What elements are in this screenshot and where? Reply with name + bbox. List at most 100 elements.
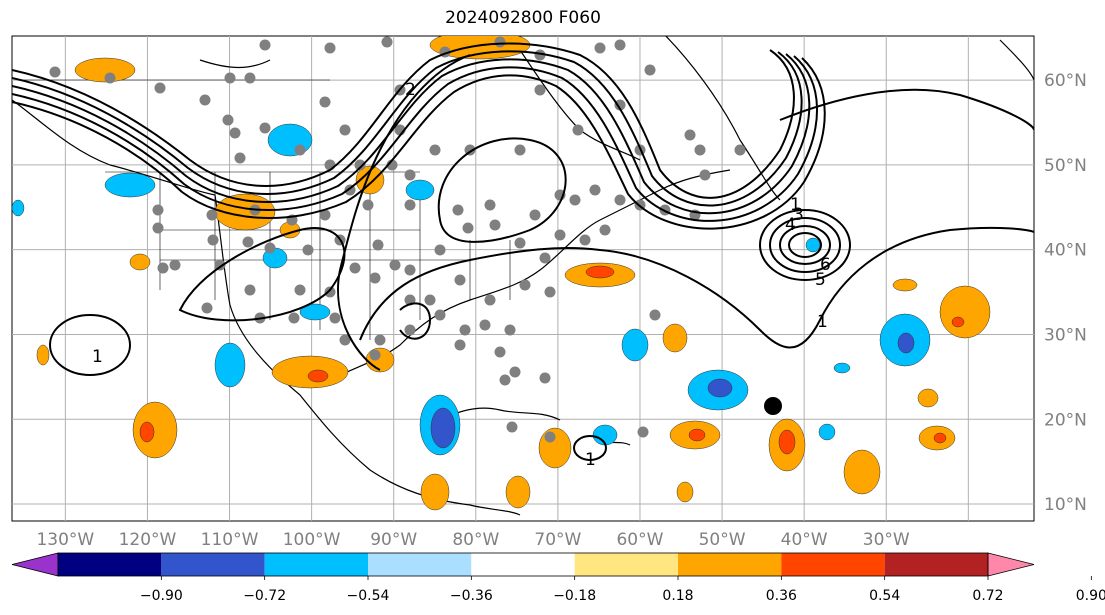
station-dot <box>534 84 546 96</box>
station-dot <box>319 209 331 221</box>
station-dot <box>369 272 381 284</box>
station-dot <box>699 169 711 181</box>
graticule <box>12 36 1034 521</box>
station-dots <box>49 36 746 443</box>
station-dot <box>369 349 381 361</box>
station-dot <box>229 127 241 139</box>
station-dot <box>349 262 361 274</box>
longitude-labels: 130°W 120°W 110°W 100°W 90°W 80°W 70°W 60°W 50°W… <box>36 530 909 550</box>
latitude-label: 60°N <box>1044 71 1087 91</box>
station-dot <box>614 194 626 206</box>
shaded-region <box>939 285 991 339</box>
contour-label: 2 <box>405 80 416 100</box>
shaded-region <box>951 316 965 328</box>
colorbar-tick-label: −0.72 <box>243 588 286 604</box>
station-dot <box>294 284 306 296</box>
station-dot <box>504 324 516 336</box>
station-dot <box>459 324 471 336</box>
shaded-region <box>505 475 531 509</box>
longitude-label: 90°W <box>370 530 417 550</box>
station-dot <box>324 42 336 54</box>
shaded-region <box>676 481 694 503</box>
station-dot <box>484 294 496 306</box>
shaded-region <box>420 473 450 511</box>
station-dot <box>554 229 566 241</box>
colorbar-segment <box>884 553 988 576</box>
shaded-region <box>688 428 706 442</box>
station-dot <box>154 82 166 94</box>
station-dot <box>234 152 246 164</box>
station-dot <box>454 339 466 351</box>
colorbar-tick-label: 0.72 <box>972 588 1003 604</box>
colorbar-segment <box>678 553 782 576</box>
station-dot <box>207 234 219 246</box>
shaded-region <box>307 369 329 383</box>
station-dot <box>374 334 386 346</box>
colorbar-tick-label: −0.90 <box>140 588 183 604</box>
station-dot <box>222 114 234 126</box>
station-dot <box>544 286 556 298</box>
station-dot <box>509 366 521 378</box>
station-dot <box>404 199 416 211</box>
station-dot <box>242 236 254 248</box>
station-dot <box>734 144 746 156</box>
contour-label: 1 <box>92 347 103 367</box>
colorbar-extend-high <box>987 552 1035 577</box>
station-dot <box>264 242 276 254</box>
station-dot <box>404 169 416 181</box>
latitude-label: 50°N <box>1044 156 1087 176</box>
longitude-label: 50°W <box>699 530 746 550</box>
shaded-region <box>778 429 796 455</box>
station-dot <box>569 194 581 206</box>
station-dot <box>152 222 164 234</box>
station-dot <box>572 124 584 136</box>
colorbar-segment <box>264 553 368 576</box>
shaded-region <box>365 347 395 373</box>
colorbar-extend-low <box>11 552 59 577</box>
station-dot <box>329 312 341 324</box>
shaded-region <box>132 401 178 459</box>
latitude-labels: 60°N 50°N 40°N 30°N 20°N 10°N <box>1044 71 1087 515</box>
station-dot <box>479 319 491 331</box>
station-dot <box>157 262 169 274</box>
station-dot <box>288 312 300 324</box>
shaded-region <box>538 427 572 469</box>
station-dot <box>484 199 496 211</box>
colorbar-tick-label: −0.54 <box>347 588 390 604</box>
station-dot <box>644 64 656 76</box>
station-dot <box>637 426 649 438</box>
contour-labels: 1 2 3 4 5 6 1 1 1 <box>92 80 831 470</box>
station-dot <box>514 237 526 249</box>
station-dot <box>499 374 511 386</box>
colorbar-segment <box>574 553 678 576</box>
station-dot <box>506 421 518 433</box>
longitude-label: 130°W <box>36 530 94 550</box>
station-dot <box>224 72 236 84</box>
station-dot <box>489 219 501 231</box>
contour-label: 6 <box>820 255 831 275</box>
station-dot <box>339 124 351 136</box>
storm-center-marker <box>764 397 782 415</box>
shaded-region <box>36 344 50 366</box>
station-dot <box>201 302 213 314</box>
longitude-label: 60°W <box>616 530 663 550</box>
latitude-label: 40°N <box>1044 241 1087 261</box>
station-dot <box>494 346 506 358</box>
colorbar-tick-label: 0.90 <box>1076 588 1105 604</box>
shaded-region <box>892 278 918 292</box>
shaded-region <box>74 57 136 83</box>
map-frame <box>11 35 1035 522</box>
station-dot <box>49 66 61 78</box>
station-dot <box>694 144 706 156</box>
shaded-region <box>897 332 915 354</box>
contours <box>12 42 1034 461</box>
station-dot <box>519 279 531 291</box>
station-dot <box>354 159 366 171</box>
shaded-region <box>805 237 821 253</box>
shaded-region <box>843 449 881 495</box>
station-dot <box>514 144 526 156</box>
contour-label: 4 <box>785 215 796 235</box>
station-dot <box>104 72 116 84</box>
station-dot <box>684 129 696 141</box>
latitude-label: 30°N <box>1044 325 1087 345</box>
